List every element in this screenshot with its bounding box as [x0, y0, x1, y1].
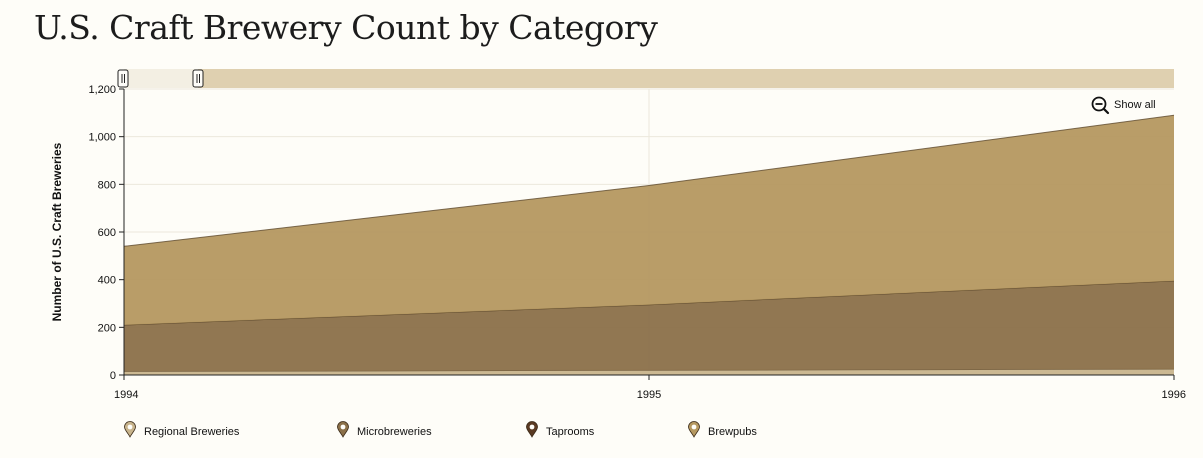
x-tick-label: 1996 — [1162, 389, 1186, 401]
scroller-right-handle[interactable] — [192, 69, 204, 88]
glass-icon — [688, 421, 700, 438]
legend-label: Regional Breweries — [144, 426, 240, 438]
y-tick-label: 400 — [98, 275, 116, 287]
legend-label: Brewpubs — [708, 426, 757, 438]
scroller-selection[interactable] — [124, 69, 198, 88]
legend-item-regional-breweries[interactable]: Regional Breweries — [124, 421, 240, 438]
area-regional-breweries — [124, 369, 1174, 375]
y-tick-label: 1,000 — [88, 132, 116, 144]
page-title: U.S. Craft Brewery Count by Category — [34, 8, 658, 47]
hop-icon — [124, 421, 136, 438]
legend-item-taprooms[interactable]: Taprooms — [526, 421, 595, 438]
series-areas — [123, 114, 1175, 375]
legend-label: Microbreweries — [357, 426, 432, 438]
legend-label: Taprooms — [546, 426, 595, 438]
y-tick-label: 1,200 — [88, 84, 116, 96]
y-tick-label: 800 — [98, 179, 116, 191]
y-axis-label: Number of U.S. Craft Breweries — [50, 142, 64, 321]
y-axis-ticks: 0 200 400 600 800 1,000 1,200 — [88, 84, 124, 382]
y-tick-label: 600 — [98, 227, 116, 239]
line-brewpubs — [123, 114, 1175, 247]
y-tick-label: 200 — [98, 322, 116, 334]
scroller-left-handle[interactable] — [117, 69, 129, 88]
legend: Regional Breweries Microbreweries Taprooms… — [124, 421, 758, 438]
x-tick-label: 1994 — [114, 389, 138, 401]
x-axis-ticks: 1994 1995 1996 — [114, 375, 1186, 401]
scroller-track — [124, 69, 1174, 88]
tap-icon — [526, 421, 538, 438]
y-tick-label: 0 — [110, 370, 116, 382]
range-scroller[interactable] — [117, 69, 1174, 88]
show-all-button[interactable]: Show all — [1091, 96, 1156, 115]
zoom-out-icon — [1091, 96, 1110, 115]
legend-item-brewpubs[interactable]: Brewpubs — [688, 421, 758, 438]
show-all-label: Show all — [1114, 99, 1156, 111]
area-brewpubs — [124, 115, 1174, 325]
x-tick-label: 1995 — [637, 389, 661, 401]
keg-icon — [337, 421, 349, 438]
area-microbreweries — [124, 280, 1174, 372]
legend-item-microbreweries[interactable]: Microbreweries — [337, 421, 433, 438]
